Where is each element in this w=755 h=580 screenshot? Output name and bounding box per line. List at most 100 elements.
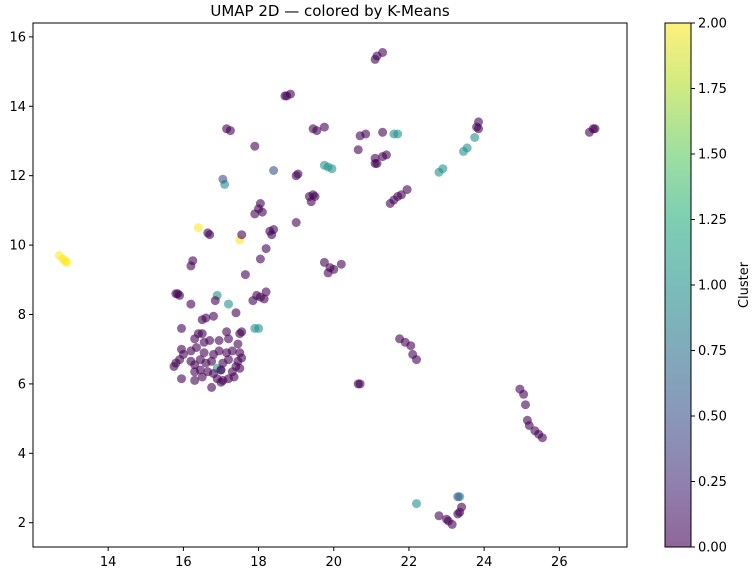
- y-tick-label: 2: [18, 516, 26, 531]
- y-axis: 2 4 6 8 10 12 14 16: [9, 30, 33, 531]
- scatter-point: [224, 334, 233, 344]
- scatter-point: [434, 511, 444, 521]
- scatter-point: [224, 299, 233, 309]
- scatter-point: [269, 166, 279, 175]
- scatter-point: [393, 129, 403, 139]
- points-layer: [54, 48, 600, 529]
- scatter-point: [199, 337, 209, 347]
- colorbar-tick-label: 1.75: [698, 82, 727, 97]
- scatter-point: [453, 492, 463, 502]
- scatter-point: [216, 377, 226, 387]
- colorbar-tick-label: 0.25: [698, 475, 727, 490]
- scatter-point: [250, 209, 260, 219]
- scatter-point: [381, 150, 391, 160]
- y-tick-label: 6: [18, 377, 26, 392]
- scatter-point: [474, 124, 483, 134]
- x-tick-label: 14: [100, 555, 117, 570]
- scatter-point: [361, 129, 371, 139]
- scatter-point: [197, 329, 207, 339]
- scatter-point: [280, 91, 290, 101]
- scatter-point: [195, 365, 205, 375]
- y-tick-label: 8: [18, 308, 26, 323]
- scatter-point: [412, 499, 421, 509]
- scatter-point: [254, 323, 264, 333]
- scatter-point: [171, 289, 181, 299]
- y-tick-label: 14: [9, 100, 26, 115]
- scatter-point: [267, 230, 277, 240]
- scatter-point: [257, 207, 267, 217]
- scatter-point: [336, 259, 346, 269]
- scatter-point: [590, 124, 600, 134]
- scatter-point: [214, 336, 224, 345]
- scatter-point: [177, 323, 186, 333]
- scatter-point: [169, 362, 179, 371]
- scatter-point: [209, 311, 218, 321]
- scatter-point: [214, 346, 224, 356]
- scatter-point: [396, 190, 406, 200]
- y-tick-label: 10: [9, 239, 26, 254]
- x-tick-label: 16: [175, 555, 192, 570]
- colorbar: 0.00 0.25 0.50 0.75 1.00 1.25 1.50 1.75 2.00 Clu…: [664, 17, 752, 556]
- scatter-point: [402, 185, 412, 195]
- scatter-point: [412, 355, 421, 365]
- scatter-point: [312, 126, 322, 136]
- x-tick-label: 20: [325, 555, 342, 570]
- scatter-point: [193, 223, 203, 233]
- scatter-point: [293, 169, 303, 179]
- scatter-point: [327, 164, 337, 174]
- colorbar-gradient: [665, 23, 691, 547]
- scatter-point: [199, 348, 209, 358]
- y-tick-label: 4: [18, 447, 26, 462]
- colorbar-label: Cluster: [737, 261, 752, 308]
- scatter-point: [457, 502, 467, 512]
- scatter-point: [406, 341, 416, 351]
- y-tick-label: 12: [9, 169, 26, 184]
- colorbar-tick-label: 2.00: [698, 17, 727, 32]
- scatter-point: [205, 230, 215, 240]
- scatter-point: [261, 287, 271, 297]
- scatter-point: [210, 296, 220, 306]
- colorbar-tick-label: 0.00: [698, 541, 727, 556]
- scatter-point: [470, 133, 480, 142]
- plot-frame: [32, 22, 628, 548]
- scatter-point: [222, 327, 232, 337]
- scatter-point: [237, 327, 247, 337]
- scatter-point: [197, 315, 207, 325]
- scatter-point: [378, 48, 388, 57]
- colorbar-axis: 0.00 0.25 0.50 0.75 1.00 1.25 1.50 1.75 2.00: [691, 17, 727, 556]
- scatter-point: [177, 374, 186, 384]
- scatter-point: [227, 346, 237, 356]
- scatter-point: [378, 127, 388, 137]
- x-tick-label: 22: [401, 555, 418, 570]
- scatter-point: [62, 257, 72, 267]
- scatter-point: [218, 174, 228, 184]
- x-tick-label: 18: [250, 555, 267, 570]
- scatter-point: [190, 375, 200, 385]
- scatter-point: [438, 164, 448, 174]
- scatter-point: [216, 365, 226, 375]
- scatter-point: [237, 230, 247, 240]
- scatter-point: [255, 254, 265, 264]
- scatter-point: [259, 294, 269, 304]
- scatter-point: [229, 372, 239, 382]
- y-tick-label: 16: [9, 30, 26, 45]
- scatter-point: [197, 372, 207, 382]
- colorbar-tick-label: 0.75: [698, 344, 727, 359]
- scatter-point: [372, 159, 382, 168]
- scatter-point: [233, 339, 243, 349]
- x-tick-label: 24: [476, 555, 493, 570]
- scatter-point: [329, 264, 339, 274]
- scatter-point: [237, 353, 247, 363]
- scatter-point: [462, 143, 472, 153]
- scatter-point: [447, 519, 457, 529]
- x-tick-label: 26: [551, 555, 568, 570]
- colorbar-tick-label: 1.00: [698, 279, 727, 294]
- x-axis: 14 16 18 20 22 24 26: [100, 547, 568, 570]
- scatter-point: [291, 218, 301, 227]
- scatter-point: [231, 308, 241, 318]
- scatter-point: [521, 400, 530, 410]
- scatter-point: [250, 141, 260, 151]
- scatter-point: [188, 256, 198, 266]
- chart-title: UMAP 2D — colored by K-Means: [210, 2, 449, 20]
